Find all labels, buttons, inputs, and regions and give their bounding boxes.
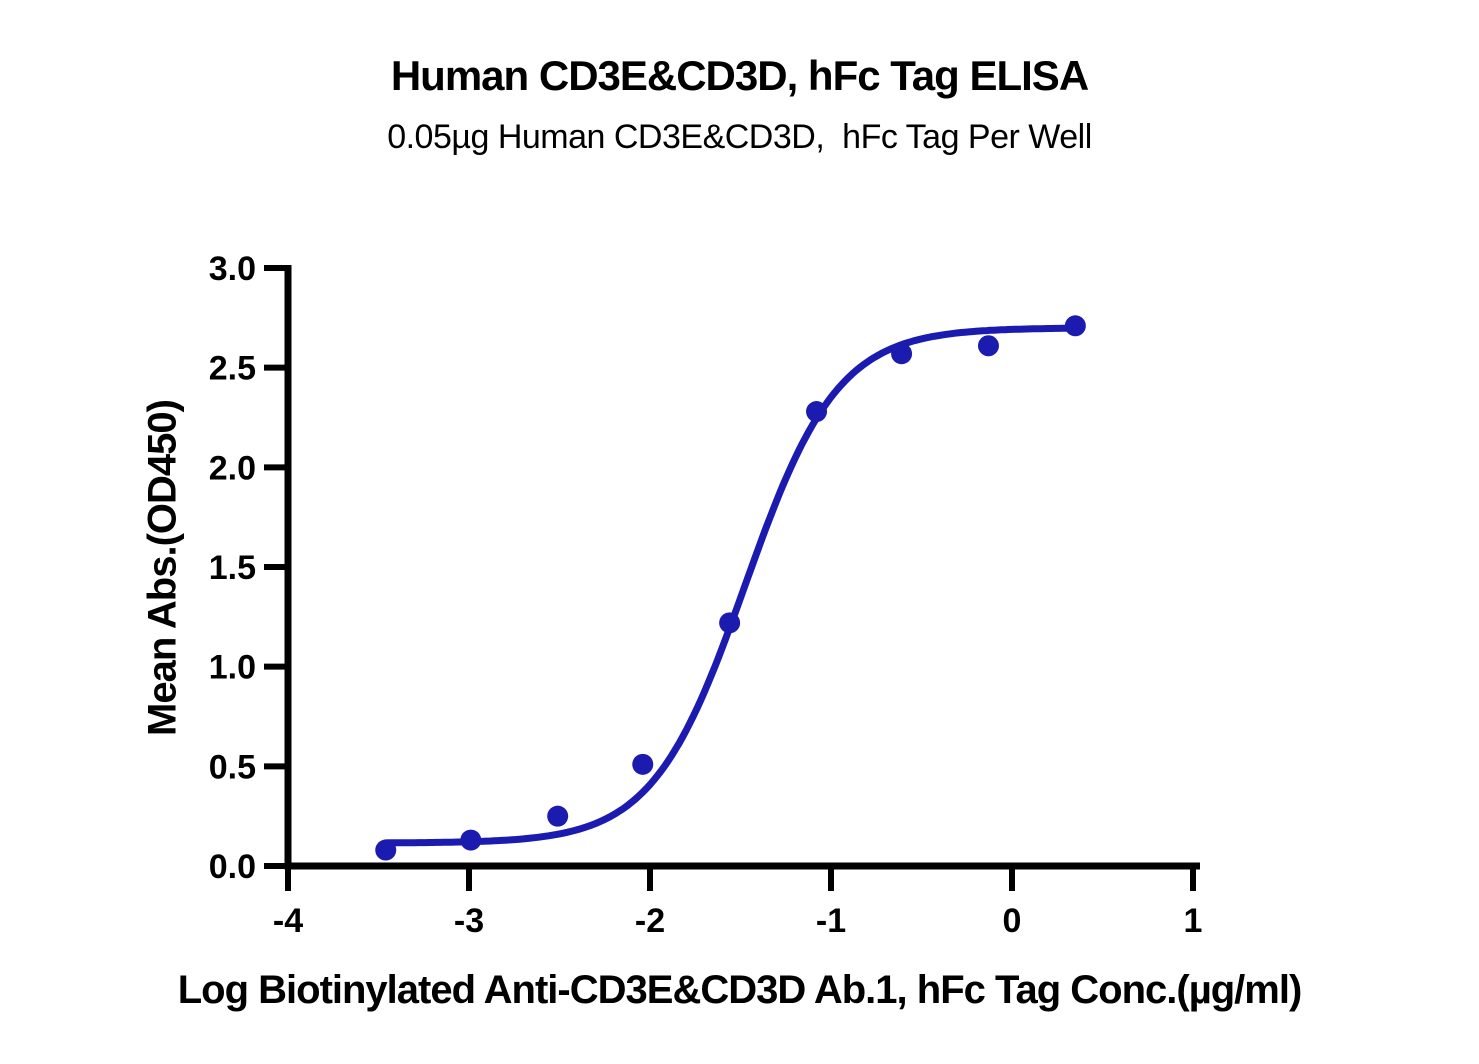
x-tick-label: -3 xyxy=(454,902,484,940)
chart-title: Human CD3E&CD3D, hFc Tag ELISA xyxy=(390,52,1089,99)
y-tick-label: 2.5 xyxy=(209,350,256,388)
x-tick-label: 0 xyxy=(1003,902,1022,940)
x-tick-label: -4 xyxy=(273,902,303,940)
fit-curve xyxy=(382,324,1077,847)
data-point xyxy=(375,839,397,861)
data-point xyxy=(977,335,999,357)
y-tick-label: 0.0 xyxy=(209,848,256,886)
x-tick-label: -2 xyxy=(635,902,665,940)
data-point xyxy=(632,753,654,775)
y-tick-label: 1.5 xyxy=(209,549,256,587)
data-point xyxy=(1064,315,1086,337)
y-tick-label: 0.5 xyxy=(209,748,256,786)
data-point xyxy=(547,805,569,827)
data-point xyxy=(719,612,741,634)
y-tick-label: 2.0 xyxy=(209,449,256,487)
data-point xyxy=(460,829,482,851)
data-point xyxy=(806,401,828,423)
chart-subtitle: 0.05µg Human CD3E&CD3D, hFc Tag Per Well xyxy=(387,118,1092,156)
x-axis-title: Log Biotinylated Anti-CD3E&CD3D Ab.1, hF… xyxy=(177,968,1303,1012)
y-tick-label: 3.0 xyxy=(209,250,256,288)
x-tick-label: -1 xyxy=(816,902,846,940)
data-point xyxy=(891,343,913,365)
y-tick-label: 1.0 xyxy=(209,649,256,687)
x-tick-label: 1 xyxy=(1184,902,1203,940)
